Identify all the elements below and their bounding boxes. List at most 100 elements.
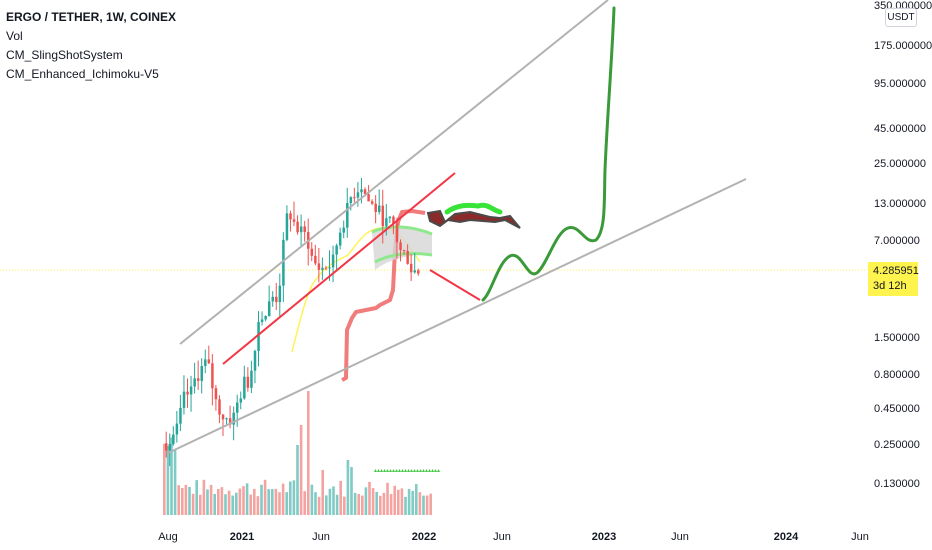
candle-body xyxy=(275,296,278,303)
candle-body xyxy=(292,219,296,222)
volume-bar xyxy=(364,487,368,515)
candle-body xyxy=(388,216,392,219)
candle-body xyxy=(253,350,257,371)
candle-body xyxy=(282,239,285,286)
candle-body xyxy=(232,412,235,425)
volume-bar xyxy=(206,489,209,515)
volume-bar xyxy=(281,483,285,515)
volume-bar xyxy=(317,496,321,515)
candle-body xyxy=(356,192,360,198)
volume-bar xyxy=(177,485,180,515)
signal-marker xyxy=(398,469,401,472)
channel-upper-line xyxy=(179,0,609,345)
indicator-slingshot[interactable]: CM_SlingShotSystem xyxy=(6,48,123,62)
volume-bar xyxy=(173,449,177,515)
price-tick: 95.000000 xyxy=(874,78,926,90)
signal-marker xyxy=(377,469,380,472)
volume-bar xyxy=(217,488,220,515)
time-tick: 2021 xyxy=(230,531,254,543)
candle-body xyxy=(172,434,175,444)
volume-bar xyxy=(184,484,188,515)
candle-body xyxy=(278,285,282,303)
volume-bar xyxy=(253,488,256,515)
candle-body xyxy=(243,376,246,399)
signal-marker xyxy=(407,469,410,472)
candle-body xyxy=(193,378,196,387)
candle-body xyxy=(189,386,193,395)
symbol-title[interactable]: ERGO / TETHER, 1W, COINEX xyxy=(6,10,177,24)
candle-body xyxy=(346,203,349,228)
volume-bar xyxy=(393,485,396,515)
signal-marker xyxy=(392,469,395,472)
volume-bar xyxy=(224,494,227,515)
cloud-edge xyxy=(374,252,433,264)
candle-body xyxy=(331,254,335,268)
candle-body xyxy=(175,423,179,435)
volume-bar xyxy=(256,496,260,515)
price-tick: 0.800000 xyxy=(874,369,920,381)
candle-body xyxy=(246,376,250,388)
volume-bar xyxy=(404,496,407,515)
candle-body xyxy=(363,189,367,195)
volume-bar xyxy=(238,488,242,515)
volume-bar xyxy=(328,488,332,515)
drawings xyxy=(167,0,747,454)
candle-body xyxy=(168,443,172,451)
projected-cloud-edge xyxy=(444,202,503,215)
volume-bar xyxy=(325,495,328,515)
candle-body xyxy=(417,270,420,274)
candle-body xyxy=(196,378,200,381)
volume-bar xyxy=(415,484,418,515)
volume-bar xyxy=(235,492,238,515)
signal-marker xyxy=(410,469,413,472)
signal-marker xyxy=(434,469,437,472)
volume-bar xyxy=(389,494,393,515)
volume-bar xyxy=(202,479,206,515)
candle-body xyxy=(395,223,399,243)
candle-body xyxy=(250,370,253,388)
candle-body xyxy=(211,363,214,389)
candle-body xyxy=(335,245,338,255)
price-tick: 0.250000 xyxy=(874,439,920,451)
price-tick: 175.000000 xyxy=(874,40,932,52)
time-tick: 2023 xyxy=(592,531,616,543)
candle-body xyxy=(264,316,267,320)
indicator-ichimoku[interactable]: CM_Enhanced_Ichimoku-V5 xyxy=(6,67,159,81)
candle-body xyxy=(257,321,260,351)
volume-bar xyxy=(397,489,400,515)
volume-bar xyxy=(289,481,292,515)
volume-bar xyxy=(188,486,191,515)
indicator-vol[interactable]: Vol xyxy=(6,29,23,43)
volume-bar xyxy=(332,486,335,515)
candle-body xyxy=(225,418,228,420)
time-axis[interactable]: Aug 2021 Jun 2022 Jun 2023 Jun 2024 Jun xyxy=(158,531,869,543)
volume-bar xyxy=(209,484,213,515)
signal-marker xyxy=(404,469,407,472)
volume-bar xyxy=(350,467,353,515)
candle-body xyxy=(402,250,406,252)
time-tick: Aug xyxy=(158,531,178,543)
volume-bar xyxy=(375,491,378,515)
volume-bar xyxy=(163,443,166,515)
candle-body xyxy=(299,226,303,233)
time-tick: 2022 xyxy=(412,531,436,543)
volume-bar xyxy=(195,480,198,515)
price-tick: 25.000000 xyxy=(874,158,926,170)
candle-body xyxy=(370,201,374,204)
volume-bar xyxy=(400,488,404,515)
volume-bar xyxy=(296,445,299,515)
candle-body xyxy=(182,391,186,408)
volume-bar xyxy=(339,480,342,515)
currency-badge[interactable]: USDT xyxy=(885,8,917,27)
candle-body xyxy=(413,270,416,273)
price-scale[interactable]: 350.000000175.00000095.00000045.00000025… xyxy=(874,0,932,490)
volume-bar xyxy=(425,495,429,515)
price-tick: 13.000000 xyxy=(874,198,926,210)
signal-marker xyxy=(437,469,440,472)
volume-bar xyxy=(371,488,375,515)
projection-path xyxy=(481,6,616,302)
candle-body xyxy=(392,216,395,224)
volume-bar xyxy=(274,488,278,515)
price-tick: 1.500000 xyxy=(874,332,920,344)
